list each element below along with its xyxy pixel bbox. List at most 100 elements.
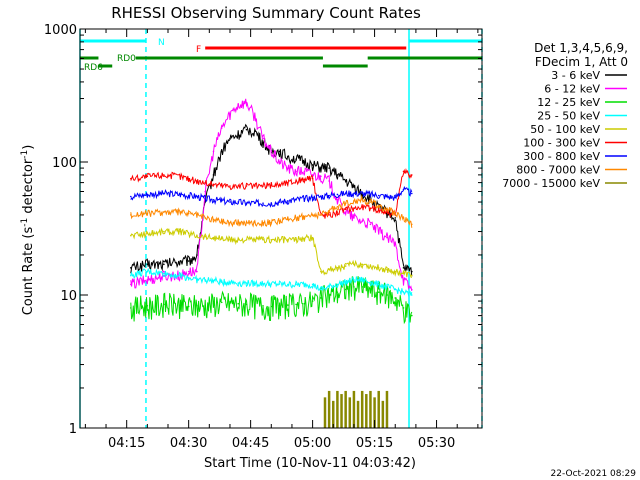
series-point [336, 206, 339, 208]
series-point [220, 281, 223, 283]
series-point [187, 212, 190, 215]
series-point [146, 263, 149, 266]
series-point [212, 236, 215, 239]
series-point [386, 211, 388, 213]
series-point [295, 198, 297, 201]
series-point [287, 155, 289, 158]
series-point [196, 234, 198, 237]
series-point [295, 180, 297, 182]
series-point [386, 208, 388, 211]
series-point [212, 174, 215, 176]
series-point [287, 200, 289, 202]
series-point [262, 221, 264, 224]
legend-entry-label: 800 - 7000 keV [516, 164, 600, 177]
series-3 [130, 267, 413, 297]
mode-label-rd6: RD6 [84, 63, 103, 73]
series-point [320, 214, 322, 216]
series-point [320, 175, 322, 178]
series-point [361, 220, 363, 222]
series-point [220, 200, 223, 202]
series-point [320, 270, 322, 273]
series-6 [130, 185, 413, 208]
series-point [369, 223, 372, 226]
series-point [204, 190, 206, 193]
series-point [402, 188, 405, 191]
legend-header-1: Det 1,3,4,5,6,9, [534, 41, 628, 55]
series-point [353, 279, 355, 281]
series-point [130, 267, 132, 269]
series-point [353, 200, 355, 202]
series-point [344, 180, 347, 182]
series-point [320, 297, 322, 299]
series-point [187, 232, 190, 235]
x-axis-label: Start Time (10-Nov-11 04:03:42) [204, 456, 416, 471]
series-point [336, 198, 339, 201]
series-point [237, 221, 240, 224]
series-point [237, 282, 240, 284]
series-point [353, 192, 355, 195]
series-point [295, 283, 297, 286]
series-point [303, 215, 306, 218]
series-point [262, 141, 264, 144]
series-line [130, 276, 413, 325]
series-point [130, 234, 132, 237]
series-point [394, 217, 397, 219]
series-point [377, 267, 380, 269]
series-line [130, 167, 413, 219]
series-point [179, 304, 182, 306]
legend-entry-label: 50 - 100 keV [530, 123, 600, 136]
series-point [336, 267, 339, 269]
x-tick-label: 05:00 [294, 436, 331, 451]
series-point [262, 185, 264, 187]
series-point [212, 279, 215, 282]
series-point [377, 194, 380, 197]
series-point [377, 291, 380, 293]
series-point [311, 164, 314, 166]
series-point [377, 204, 380, 207]
x-tick-label: 05:15 [356, 436, 393, 451]
series-point [245, 101, 248, 104]
series-point [386, 286, 388, 288]
series-point [336, 211, 339, 213]
series-point [328, 167, 330, 169]
series-point [311, 236, 314, 239]
series-point [336, 193, 339, 196]
series-point [237, 134, 240, 136]
series-point [410, 288, 413, 291]
series-point [204, 181, 206, 184]
series-point [311, 300, 314, 302]
series-point [303, 161, 306, 163]
series-point [270, 239, 273, 241]
series-point [278, 283, 281, 285]
series-point [320, 167, 322, 169]
series-point [212, 150, 215, 153]
series-point [303, 178, 306, 181]
series-point [394, 297, 397, 299]
series-point [163, 272, 165, 275]
mode-label-n: N [158, 38, 165, 48]
series-point [163, 303, 165, 306]
series-point [386, 294, 388, 296]
series-2 [130, 276, 413, 325]
series-point [295, 170, 297, 173]
series-point [353, 207, 355, 209]
legend-entry-label: 12 - 25 keV [537, 96, 600, 109]
series-point [237, 239, 240, 241]
series-point [163, 174, 165, 176]
series-point [328, 180, 330, 182]
series-point [237, 103, 240, 106]
series-point [336, 283, 339, 286]
series-point [320, 288, 322, 291]
series-point [245, 282, 248, 284]
series-point [179, 274, 182, 277]
legend-entry-label: 25 - 50 keV [537, 110, 600, 123]
legend-entry-label: 7000 - 15000 keV [502, 177, 600, 190]
series-point [394, 270, 397, 273]
series-point [278, 183, 281, 186]
series-point [196, 254, 198, 256]
series-point [245, 239, 248, 241]
series-point [278, 201, 281, 203]
series-point [386, 268, 388, 271]
series-point [253, 304, 256, 306]
